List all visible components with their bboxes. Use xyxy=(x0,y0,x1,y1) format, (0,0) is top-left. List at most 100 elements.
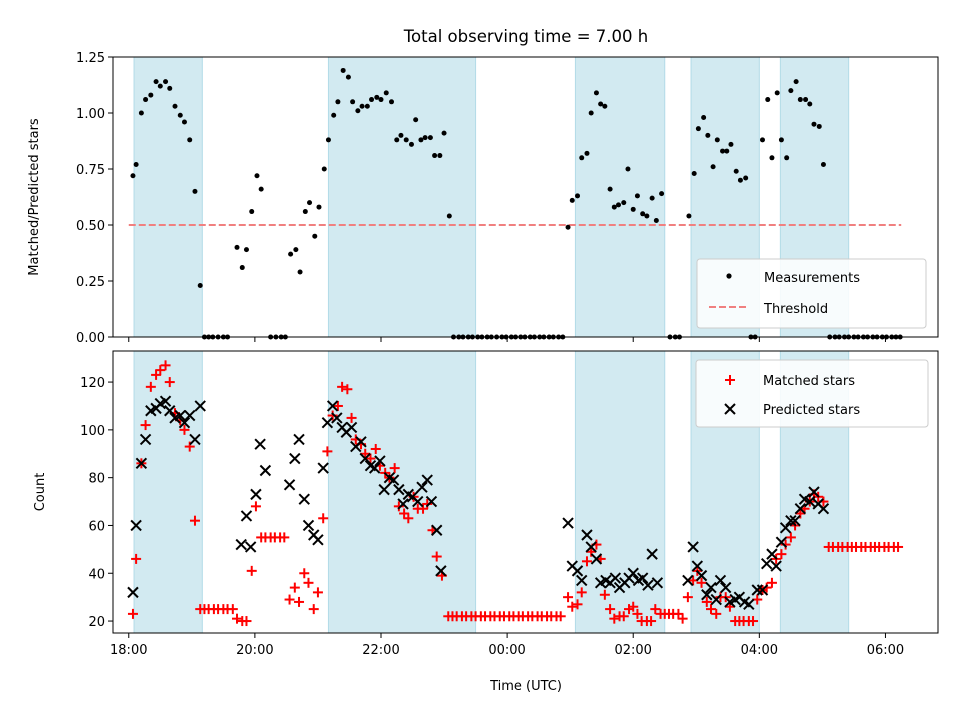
predicted-star-point xyxy=(387,474,400,486)
legend-measurements-label: Measurements xyxy=(764,271,860,286)
predicted-star-point xyxy=(651,577,664,589)
measurement-point xyxy=(769,155,775,161)
matched-star-point xyxy=(632,608,643,619)
y-tick-label: 100 xyxy=(80,424,105,439)
x-axis-label: Time (UTC) xyxy=(489,679,562,694)
measurement-point xyxy=(432,153,438,159)
measurement-point xyxy=(720,148,726,154)
predicted-star-point xyxy=(393,483,405,496)
predicted-star-point xyxy=(425,495,438,508)
matched-star-point xyxy=(294,596,305,607)
measurement-point xyxy=(588,110,594,116)
matched-star-point xyxy=(403,513,414,524)
measurement-point xyxy=(418,137,424,143)
measurement-point xyxy=(422,135,428,141)
predicted-star-point xyxy=(682,574,694,587)
predicted-star-point xyxy=(817,503,830,515)
predicted-star-point xyxy=(283,479,296,491)
y-tick-label: 40 xyxy=(88,567,105,582)
predicted-star-point xyxy=(345,421,358,434)
legend-matched-marker xyxy=(725,375,735,385)
measurement-point xyxy=(383,90,389,96)
measurement-point xyxy=(705,132,711,138)
matched-star-point xyxy=(246,565,257,576)
matched-star-point xyxy=(299,568,310,579)
measurement-point xyxy=(389,99,395,105)
predicted-star-point xyxy=(355,436,367,448)
predicted-star-point xyxy=(368,462,381,474)
matched-star-point xyxy=(431,551,442,562)
matched-star-point xyxy=(322,446,333,457)
matched-star-point xyxy=(145,381,156,392)
measurement-point xyxy=(733,168,739,174)
matched-star-point xyxy=(189,515,200,526)
x-tick-label: 06:00 xyxy=(867,643,904,658)
measurement-point xyxy=(593,90,599,96)
matched-star-point xyxy=(581,556,592,567)
measurement-point xyxy=(394,137,400,143)
measurement-point xyxy=(701,114,707,120)
measurement-point xyxy=(565,224,571,230)
predicted-star-point xyxy=(785,514,797,527)
measurement-point xyxy=(133,162,139,168)
measurement-point xyxy=(728,141,734,147)
measurement-point xyxy=(607,186,613,192)
top-panel: 0.00 0.25 0.50 0.75 1.00 1.25 Matched/Predict… xyxy=(27,51,939,346)
matched-star-point xyxy=(761,582,772,593)
matched-star-point xyxy=(705,604,716,615)
predicted-star-point xyxy=(235,538,247,551)
bottom-axes-frame xyxy=(112,350,939,634)
predicted-star-point xyxy=(576,574,588,587)
predicted-star-point xyxy=(770,560,782,572)
chart-title: Total observing time = 7.00 h xyxy=(403,27,648,46)
matched-star-point xyxy=(360,448,371,459)
measurement-point xyxy=(811,121,817,127)
measurement-point xyxy=(369,97,375,103)
measurement-point xyxy=(172,103,178,109)
measurement-point xyxy=(630,206,636,212)
predicted-star-point xyxy=(743,598,755,611)
y-tick-label: 0.00 xyxy=(76,331,105,346)
measurement-point xyxy=(350,99,356,105)
measurement-point xyxy=(243,247,249,253)
measurement-point xyxy=(345,74,351,80)
measurement-point xyxy=(187,137,193,143)
matched-star-point xyxy=(393,501,404,512)
measurement-point xyxy=(724,148,730,154)
predicted-star-point xyxy=(159,395,172,407)
matched-star-point xyxy=(422,498,433,509)
measurement-point xyxy=(634,193,640,199)
measurement-point xyxy=(616,202,622,208)
predicted-star-point xyxy=(775,536,788,548)
measurement-point xyxy=(793,79,799,85)
measurement-point xyxy=(340,67,346,73)
predicted-star-point xyxy=(359,452,371,465)
predicted-star-point xyxy=(571,565,584,577)
predicted-star-point xyxy=(590,553,603,565)
matched-star-point xyxy=(303,577,314,588)
matched-star-point xyxy=(785,532,796,543)
bottom-panel: 20 40 60 80 100 120 18:00 20:00 22:00 00:00 02:00… xyxy=(33,350,939,694)
measurement-point xyxy=(398,132,404,138)
measurement-point xyxy=(807,101,813,107)
measurement-point xyxy=(695,126,701,132)
legend-measurement-marker xyxy=(726,273,732,279)
predicted-star-point xyxy=(710,593,722,606)
bottom-y-axis-label: Count xyxy=(33,473,48,512)
measurement-point xyxy=(602,103,608,109)
y-tick-label: 1.00 xyxy=(76,107,105,122)
y-tick-label: 1.25 xyxy=(76,51,105,66)
matched-star-point xyxy=(164,377,175,388)
measurement-point xyxy=(784,155,790,161)
observing-window-shade xyxy=(574,350,666,634)
x-tick-label: 04:00 xyxy=(741,643,778,658)
matched-star-point xyxy=(370,443,381,454)
predicted-star-point xyxy=(687,541,699,553)
measurement-point xyxy=(403,137,409,143)
measurement-point xyxy=(288,251,294,257)
predicted-star-point xyxy=(585,541,597,553)
observing-window-shade xyxy=(574,56,666,338)
y-tick-label: 80 xyxy=(88,472,105,487)
x-tick-label: 00:00 xyxy=(488,643,525,658)
